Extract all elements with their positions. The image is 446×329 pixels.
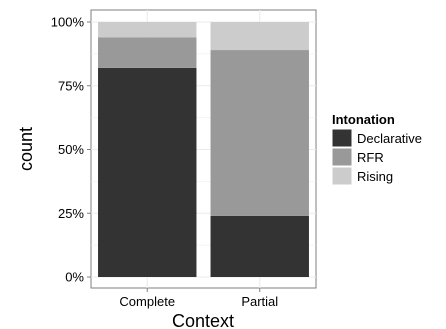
x-axis-title: Context xyxy=(172,311,234,329)
x-tick-label: Complete xyxy=(119,294,175,309)
legend: Intonation Declarative RFR Rising xyxy=(331,112,422,186)
y-axis-title: count xyxy=(16,127,36,171)
y-tick-label: 100% xyxy=(51,15,85,30)
x-axis: Complete Partial xyxy=(119,288,278,309)
bar-segment xyxy=(98,22,197,38)
bar-segment xyxy=(210,22,309,51)
legend-swatch xyxy=(331,166,353,186)
y-tick-label: 25% xyxy=(58,206,84,221)
legend-swatch xyxy=(331,128,353,148)
bar-segment xyxy=(98,67,197,278)
y-tick-label: 0% xyxy=(65,270,84,285)
legend-label: RFR xyxy=(357,150,384,165)
bars xyxy=(98,22,309,278)
legend-label: Declarative xyxy=(357,131,422,146)
bar-segment xyxy=(210,215,309,277)
bar-segment xyxy=(210,50,309,216)
y-tick-label: 50% xyxy=(58,142,84,157)
legend-label: Rising xyxy=(357,169,393,184)
legend-title: Intonation xyxy=(332,112,395,127)
x-tick-label: Partial xyxy=(241,294,278,309)
y-tick-label: 75% xyxy=(58,78,84,93)
legend-swatch xyxy=(331,147,353,167)
bar-segment xyxy=(98,37,197,68)
y-axis: 0% 25% 50% 75% 100% xyxy=(51,15,91,285)
